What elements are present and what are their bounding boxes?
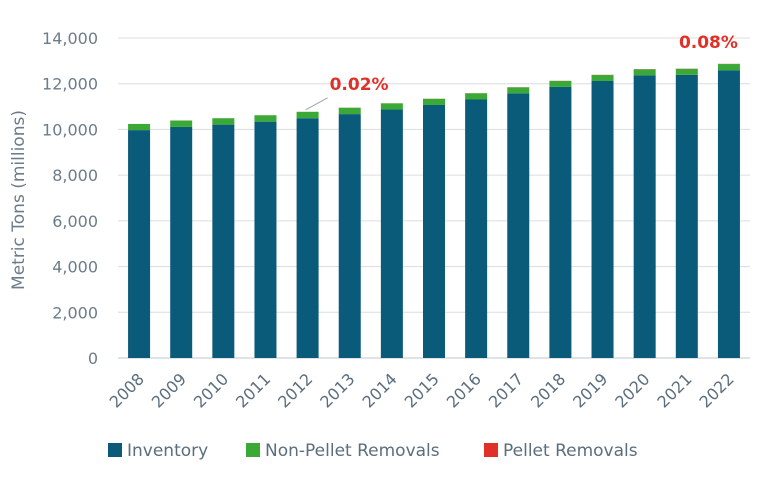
- bar-inventory-2012: [296, 118, 319, 358]
- x-tick-label: 2016: [443, 369, 485, 411]
- bar-non-pellet-removals-2015: [423, 98, 445, 105]
- y-tick-label: 8,000: [52, 166, 98, 185]
- x-tick-label: 2008: [106, 369, 148, 411]
- legend-swatch-inventory: [108, 443, 122, 457]
- bar-non-pellet-removals-2022: [717, 64, 740, 71]
- bar-inventory-2018: [549, 86, 572, 359]
- y-tick-label: 6,000: [52, 212, 98, 231]
- x-tick-label: 2021: [653, 369, 695, 411]
- bar-inventory-2013: [338, 114, 361, 358]
- y-axis-label: Metric Tons (millions): [9, 110, 29, 290]
- bar-inventory-2011: [254, 121, 277, 359]
- x-tick-label: 2010: [190, 369, 232, 411]
- x-tick-label: 2012: [274, 369, 316, 411]
- legend-label: Inventory: [127, 441, 208, 461]
- legend-swatch-pellet-removals: [484, 443, 498, 457]
- legend: Inventory Non-Pellet Removals Pellet Remov…: [108, 441, 638, 461]
- bar-inventory-2009: [170, 126, 193, 359]
- y-tick-label: 0: [88, 349, 98, 368]
- annotation-leader-line: [305, 97, 328, 111]
- annotation-label: 0.08%: [679, 33, 738, 53]
- bar-non-pellet-removals-2014: [380, 103, 403, 110]
- bars: [128, 63, 740, 359]
- y-tick-label: 14,000: [42, 29, 98, 48]
- x-axis-ticks: 2008 2009 2010 2011 2012 2013 2014 2015 2016 2017…: [106, 369, 738, 411]
- x-tick-label: 2019: [569, 369, 611, 411]
- x-tick-label: 2015: [401, 369, 443, 411]
- bar-non-pellet-removals-2021: [675, 68, 698, 75]
- bar-non-pellet-removals-2018: [549, 80, 572, 87]
- legend-label: Pellet Removals: [503, 441, 638, 461]
- x-tick-label: 2020: [611, 369, 653, 411]
- bar-non-pellet-removals-2008: [128, 123, 151, 131]
- bar-inventory-2021: [675, 74, 698, 359]
- x-tick-label: 2018: [527, 369, 569, 411]
- x-tick-label: 2013: [316, 369, 358, 411]
- bar-inventory-2008: [128, 130, 151, 358]
- annotations: 0.02% 0.08%: [305, 33, 738, 111]
- x-tick-label: 2011: [232, 369, 274, 411]
- bar-non-pellet-removals-2012: [296, 111, 319, 119]
- bar-non-pellet-removals-2016: [465, 93, 488, 100]
- x-tick-label: 2017: [485, 369, 527, 411]
- legend-label: Non-Pellet Removals: [265, 441, 440, 461]
- bar-non-pellet-removals-2010: [212, 118, 235, 125]
- bar-inventory-2015: [423, 104, 445, 358]
- bar-non-pellet-removals-2009: [170, 120, 193, 127]
- bar-inventory-2022: [717, 70, 740, 358]
- y-tick-label: 4,000: [52, 258, 98, 277]
- bar-non-pellet-removals-2019: [591, 75, 614, 81]
- x-tick-label: 2014: [358, 369, 400, 411]
- y-axis-ticks: 0 2,000 4,000 6,000 8,000 10,000 12,000 14,000: [42, 29, 98, 368]
- y-tick-label: 2,000: [52, 303, 98, 322]
- bar-inventory-2010: [212, 124, 235, 358]
- x-tick-label: 2009: [148, 369, 190, 411]
- bar-inventory-2014: [380, 109, 403, 359]
- x-tick-label: 2022: [696, 369, 738, 411]
- bar-non-pellet-removals-2020: [633, 69, 656, 76]
- legend-swatch-non-pellet-removals: [246, 443, 260, 457]
- annotation-label: 0.02%: [330, 75, 389, 95]
- y-tick-label: 10,000: [42, 120, 98, 139]
- bar-inventory-2020: [633, 75, 656, 358]
- bar-inventory-2017: [507, 93, 530, 359]
- bar-inventory-2016: [465, 99, 488, 358]
- bar-inventory-2019: [591, 80, 614, 358]
- bar-non-pellet-removals-2013: [338, 107, 361, 115]
- bar-non-pellet-removals-2017: [507, 87, 530, 94]
- bar-non-pellet-removals-2011: [254, 115, 277, 122]
- y-tick-label: 12,000: [42, 75, 98, 94]
